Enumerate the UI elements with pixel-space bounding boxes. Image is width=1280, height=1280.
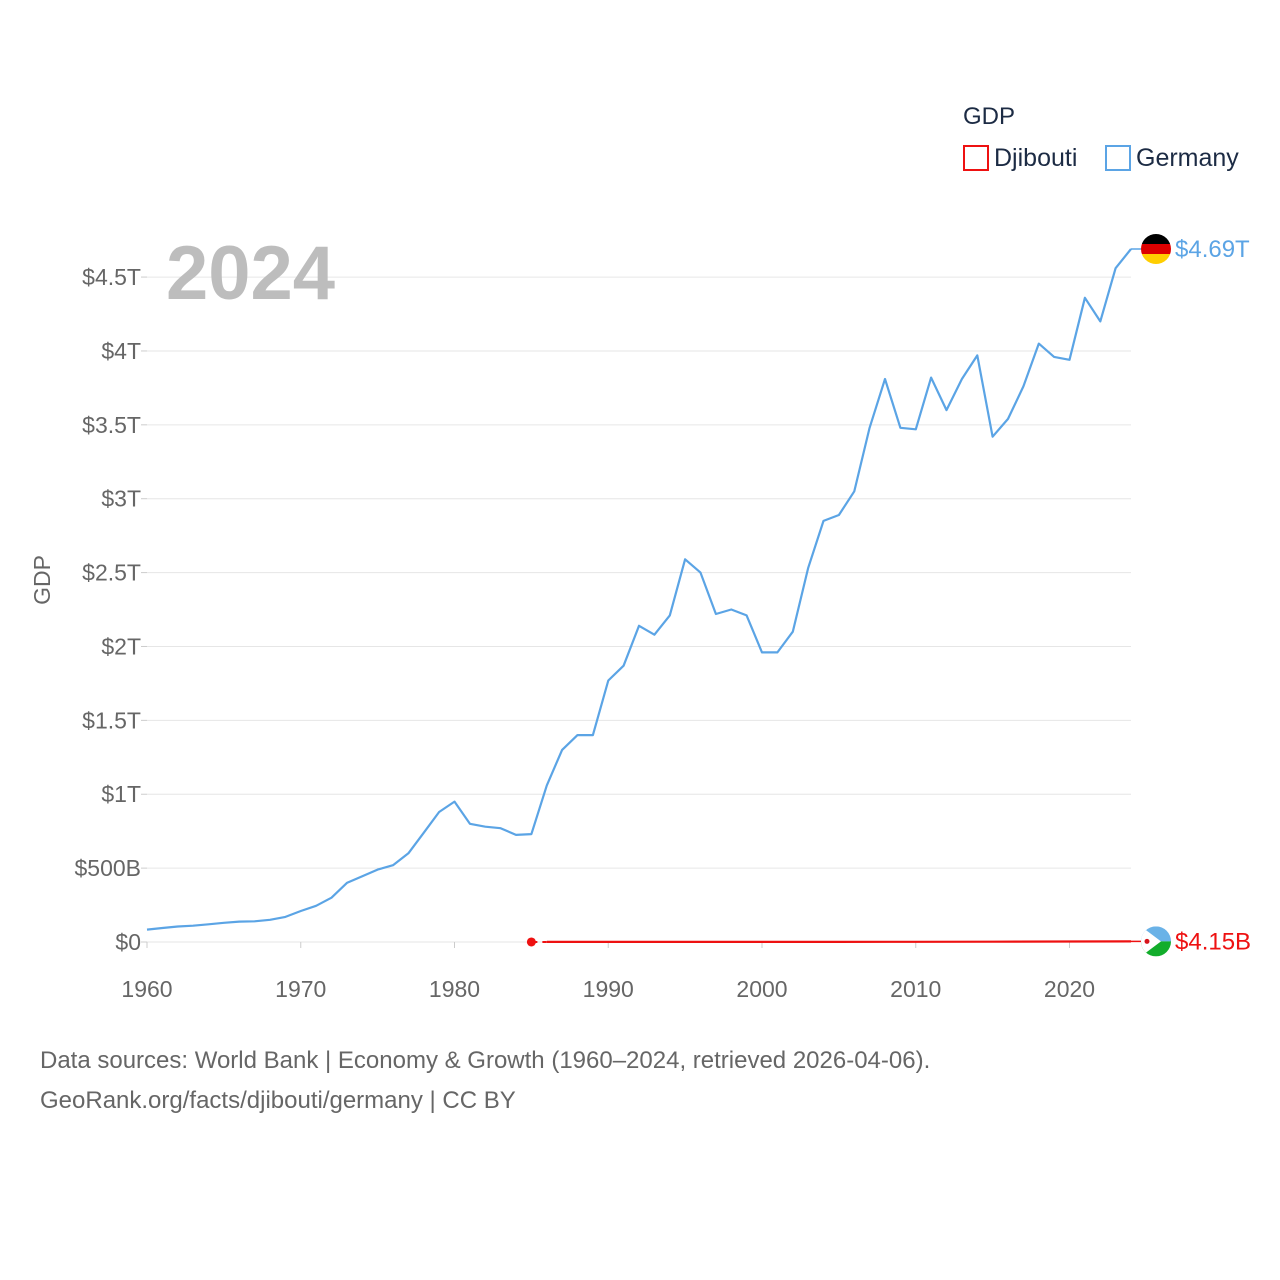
y-axis-label: GDP: [29, 555, 55, 605]
y-tick-label: $4T: [101, 338, 141, 364]
x-tick-label: 2000: [736, 976, 787, 1002]
series-djibouti: [526, 937, 1132, 947]
y-tick-label: $2T: [101, 633, 141, 659]
year-watermark: 2024: [166, 231, 335, 316]
x-tick-label: 1980: [429, 976, 480, 1002]
y-axis-ticks: $0 $500B $1T $1.5T $2T $2.5T $3T $3.5T $4T $4.5T: [74, 264, 147, 955]
legend-label-germany: Germany: [1136, 144, 1239, 172]
footer-sources: Data sources: World Bank | Economy & Gro…: [40, 1047, 930, 1074]
y-tick-label: $2.5T: [82, 560, 141, 586]
end-label-germany: $4.69T: [1175, 236, 1250, 263]
series-germany: [146, 248, 1132, 931]
y-tick-label: $1T: [101, 781, 141, 807]
footer-attribution[interactable]: GeoRank.org/facts/djibouti/germany | CC …: [40, 1087, 516, 1114]
y-tick-label: $4.5T: [82, 264, 141, 290]
legend-item-germany[interactable]: Germany: [1105, 144, 1239, 172]
legend-label-djibouti: Djibouti: [994, 144, 1077, 172]
x-tick-label: 1970: [275, 976, 326, 1002]
series-line-djibouti: [546, 940, 1132, 944]
y-tick-label: $0: [115, 929, 141, 955]
series-lines: [146, 248, 1132, 947]
series-line-germany: [146, 248, 1132, 931]
end-labels: $4.15B $4.69T: [1131, 234, 1251, 957]
x-tick-label: 2020: [1044, 976, 1095, 1002]
djibouti-flag-icon: [1141, 926, 1171, 957]
germany-flag-icon: [1141, 234, 1171, 264]
y-tick-label: $500B: [74, 855, 141, 881]
x-tick-label: 1990: [583, 976, 634, 1002]
x-tick-label: 1960: [121, 976, 172, 1002]
legend-swatch-djibouti: [963, 145, 989, 171]
legend-swatch-germany: [1105, 145, 1131, 171]
x-tick-label: 2010: [890, 976, 941, 1002]
end-label-djibouti: $4.15B: [1175, 928, 1251, 955]
legend-item-djibouti[interactable]: Djibouti: [963, 144, 1077, 172]
legend-title: GDP: [963, 103, 1015, 130]
y-tick-label: $3T: [101, 486, 141, 512]
x-axis-ticks: 1960 1970 1980 1990 2000 2010 2020: [121, 942, 1095, 1002]
y-tick-label: $1.5T: [82, 707, 141, 733]
legend: GDP Djibouti Germany: [963, 103, 1239, 172]
y-tick-label: $3.5T: [82, 412, 141, 438]
grid-lines: [147, 276, 1131, 943]
